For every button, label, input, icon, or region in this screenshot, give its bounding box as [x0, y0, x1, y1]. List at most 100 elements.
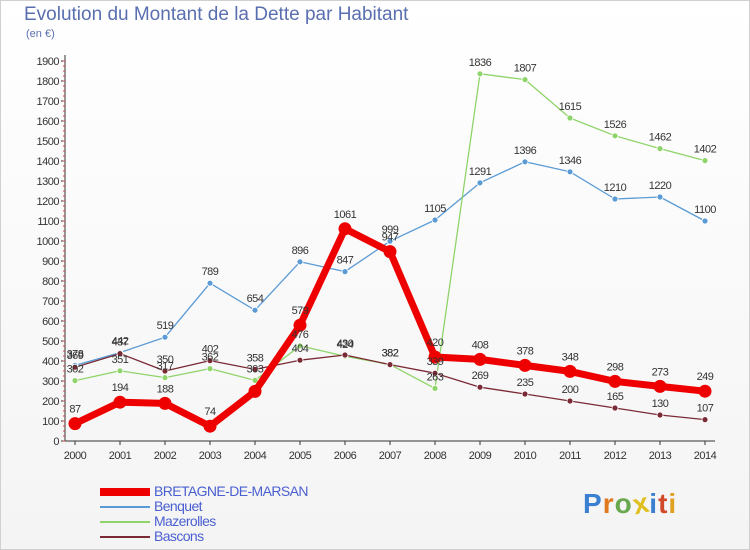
data-label-bascons: 402 [202, 344, 219, 356]
data-label-benquet: 1105 [424, 203, 446, 215]
y-tick-label: 1600 [37, 116, 60, 128]
x-tick-label: 2000 [64, 450, 87, 462]
y-tick-label: 1900 [37, 56, 60, 68]
y-tick-label: 1000 [37, 236, 60, 248]
proxiti-logo: Proxiti [583, 487, 678, 521]
data-point-mazerolles [296, 342, 304, 350]
data-point-mazerolles [431, 384, 439, 392]
y-tick-label: 0 [53, 436, 59, 448]
legend-label-bretagne-de-marsan: BRETAGNE-DE-MARSAN [154, 483, 308, 499]
y-tick-label: 1700 [37, 96, 60, 108]
data-point-mazerolles [206, 365, 214, 373]
data-point-bretagne-de-marsan [248, 384, 262, 398]
data-point-mazerolles [566, 114, 574, 122]
x-tick-label: 2013 [649, 450, 672, 462]
data-label-mazerolles: 1462 [649, 132, 672, 144]
data-label-bascons: 369 [67, 350, 84, 362]
data-point-bascons [296, 356, 304, 364]
x-tick-label: 2011 [559, 450, 581, 462]
x-tick-label: 2014 [694, 450, 717, 462]
data-label-mazerolles: 317 [157, 361, 174, 373]
data-label-bascons: 404 [292, 343, 309, 355]
data-point-bascons [71, 363, 79, 371]
data-point-benquet [251, 306, 259, 314]
data-label-bascons: 107 [697, 403, 714, 415]
data-point-bascons [341, 351, 349, 359]
data-label-bascons: 382 [382, 348, 399, 360]
data-point-mazerolles [521, 76, 529, 83]
data-label-bascons: 165 [607, 391, 624, 403]
data-point-bretagne-de-marsan [383, 245, 397, 259]
data-label-bretagne-de-marsan: 249 [697, 371, 714, 383]
data-point-bretagne-de-marsan [68, 417, 82, 431]
data-label-bascons: 437 [112, 337, 129, 349]
y-tick-label: 300 [42, 376, 59, 388]
legend-label-bascons: Bascons [154, 528, 204, 544]
chart-subtitle: (en €) [26, 28, 55, 40]
x-tick-label: 2004 [244, 450, 267, 462]
data-label-mazerolles: 351 [112, 354, 129, 366]
data-label-benquet: 1100 [694, 204, 716, 216]
data-label-bascons: 200 [562, 384, 579, 396]
x-tick-label: 2007 [379, 450, 402, 462]
x-tick-label: 2009 [469, 450, 492, 462]
data-label-bretagne-de-marsan: 348 [562, 351, 579, 363]
data-point-bascons [476, 383, 484, 391]
data-point-bascons [116, 350, 124, 358]
data-label-bretagne-de-marsan: 378 [517, 345, 534, 357]
data-point-bascons [206, 357, 214, 365]
data-label-bretagne-de-marsan: 579 [292, 305, 309, 317]
data-point-bascons [611, 404, 619, 412]
data-label-mazerolles: 302 [67, 364, 84, 376]
y-tick-label: 1100 [37, 216, 59, 228]
data-point-bretagne-de-marsan [338, 222, 352, 236]
logo-letter: o [614, 488, 633, 519]
data-point-benquet [476, 179, 484, 187]
logo-letter: r [602, 488, 615, 519]
data-point-mazerolles [161, 374, 169, 382]
data-label-mazerolles: 1402 [694, 144, 717, 156]
data-label-benquet: 654 [247, 293, 264, 305]
data-label-bretagne-de-marsan: 74 [204, 406, 216, 418]
data-label-bretagne-de-marsan: 408 [472, 339, 489, 351]
data-point-bretagne-de-marsan [428, 350, 442, 364]
legend-label-mazerolles: Mazerolles [154, 513, 216, 529]
data-label-benquet: 999 [382, 224, 399, 236]
data-point-mazerolles [611, 132, 619, 140]
data-label-bretagne-de-marsan: 194 [112, 382, 129, 394]
data-label-benquet: 519 [157, 320, 174, 332]
logo-letter: i [668, 488, 678, 519]
legend-swatch-bretagne-de-marsan [100, 487, 150, 496]
data-point-bretagne-de-marsan [608, 374, 622, 388]
data-point-bretagne-de-marsan [158, 396, 172, 410]
data-point-bascons [386, 361, 394, 369]
data-point-bretagne-de-marsan [113, 395, 127, 409]
y-tick-label: 400 [42, 356, 59, 368]
y-tick-label: 200 [42, 396, 59, 408]
data-label-bretagne-de-marsan: 420 [427, 337, 444, 349]
y-tick-label: 1800 [37, 76, 60, 88]
data-point-bascons [656, 411, 664, 419]
x-tick-label: 2006 [334, 450, 357, 462]
legend-swatch-benquet [100, 505, 150, 508]
data-point-bretagne-de-marsan [653, 379, 667, 393]
y-tick-label: 500 [42, 336, 59, 348]
data-point-mazerolles [116, 367, 124, 375]
data-label-benquet: 442 [112, 336, 129, 348]
logo-letter: t [658, 488, 669, 519]
data-point-bretagne-de-marsan [518, 358, 532, 372]
data-point-bretagne-de-marsan [473, 352, 487, 366]
legend-swatch-mazerolles [100, 520, 150, 523]
data-point-bascons [566, 397, 574, 405]
y-tick-label: 1200 [37, 196, 60, 208]
logo-letter: i [649, 488, 659, 519]
data-label-bascons: 269 [472, 370, 489, 382]
data-label-mazerolles: 476 [292, 329, 309, 341]
x-tick-label: 2008 [424, 450, 447, 462]
data-label-bretagne-de-marsan: 188 [157, 383, 174, 395]
data-point-bascons [431, 369, 439, 377]
data-label-benquet: 1220 [649, 180, 672, 192]
data-point-benquet [656, 193, 664, 201]
x-tick-label: 2012 [604, 450, 627, 462]
